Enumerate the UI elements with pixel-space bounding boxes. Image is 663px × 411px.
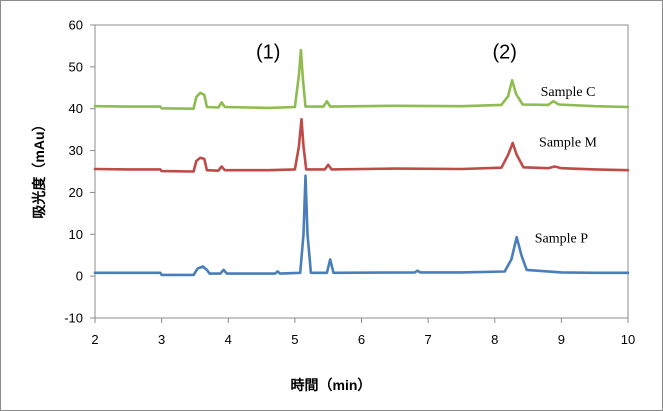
series-label-sample-p: Sample P bbox=[535, 232, 588, 247]
y-axis-title: 吸光度（mAu） bbox=[31, 117, 47, 218]
series-lines bbox=[93, 48, 630, 277]
series-line-sample-c bbox=[93, 48, 630, 110]
x-tick-label: 9 bbox=[558, 332, 565, 347]
series-line-sample-m bbox=[93, 117, 630, 173]
x-tick-label: 3 bbox=[158, 332, 165, 347]
y-tick-label: 50 bbox=[69, 59, 83, 74]
x-tick-label: 5 bbox=[291, 332, 298, 347]
y-tick-label: 20 bbox=[69, 185, 83, 200]
peak-annotation-2: (2) bbox=[493, 41, 517, 63]
series-labels: Sample C Sample M Sample P bbox=[535, 85, 598, 247]
peak-annotations: (1) (2) bbox=[256, 41, 517, 63]
y-tick-label: 40 bbox=[69, 101, 83, 116]
x-axis-title: 時間（min） bbox=[291, 377, 372, 393]
y-tick-label: 30 bbox=[69, 143, 83, 158]
x-tick-label: 6 bbox=[358, 332, 365, 347]
y-tick-label: -10 bbox=[64, 311, 83, 326]
series-label-sample-m: Sample M bbox=[539, 135, 597, 150]
x-axis-ticks: 2 3 4 5 6 7 8 9 10 bbox=[91, 318, 635, 347]
y-tick-label: 0 bbox=[76, 269, 83, 284]
series-line-sample-p bbox=[93, 174, 630, 277]
y-tick-label: 10 bbox=[69, 227, 83, 242]
x-tick-label: 10 bbox=[621, 332, 635, 347]
x-tick-label: 4 bbox=[225, 332, 232, 347]
x-tick-label: 8 bbox=[491, 332, 498, 347]
y-tick-label: 60 bbox=[69, 18, 83, 33]
x-tick-label: 2 bbox=[91, 332, 98, 347]
peak-annotation-1: (1) bbox=[256, 41, 280, 63]
x-tick-label: 7 bbox=[425, 332, 432, 347]
y-axis-ticks: -10 0 10 20 30 40 50 60 bbox=[64, 18, 95, 326]
series-label-sample-c: Sample C bbox=[541, 85, 596, 100]
